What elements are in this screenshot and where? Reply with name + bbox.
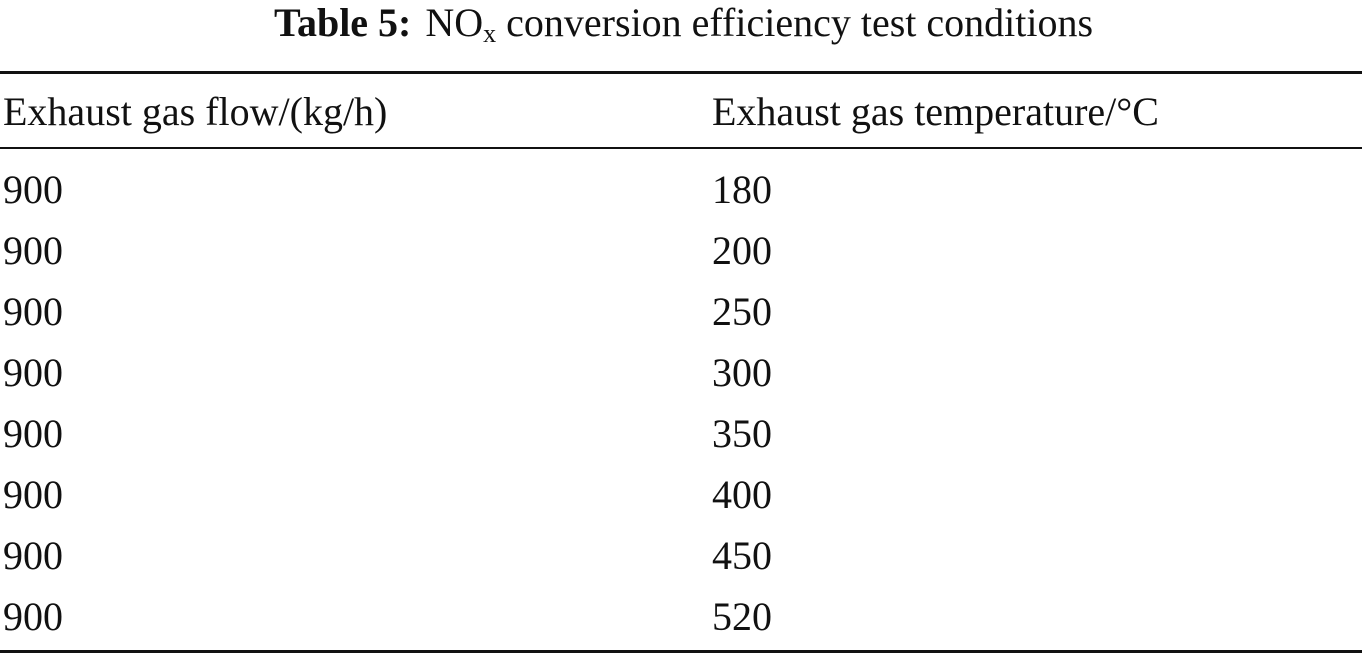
table-cell: 300 xyxy=(712,350,772,395)
column-header: Exhaust gas flow/(kg/h) xyxy=(3,89,388,134)
table-cell: 900 xyxy=(3,228,63,273)
column-header: Exhaust gas temperature/°C xyxy=(712,89,1159,134)
table-cell: 900 xyxy=(3,167,63,212)
table-cell: 400 xyxy=(712,472,772,517)
table-cell: 180 xyxy=(712,167,772,212)
caption-title-rest: conversion efficiency test conditions xyxy=(506,0,1094,45)
table-cell: 900 xyxy=(3,289,63,334)
table-cell: 350 xyxy=(712,411,772,456)
table-cell: 250 xyxy=(712,289,772,334)
table-cell: 900 xyxy=(3,411,63,456)
caption-title: NO xyxy=(425,0,484,45)
table-cell: 200 xyxy=(712,228,772,273)
table-cell: 900 xyxy=(3,472,63,517)
table-cell: 900 xyxy=(3,533,63,578)
table-cell: 900 xyxy=(3,350,63,395)
header-rule xyxy=(0,147,1362,149)
table-cell: 520 xyxy=(712,594,772,639)
table-caption: Table 5: NOx conversion efficiency test co… xyxy=(0,0,1367,48)
bottom-rule xyxy=(0,650,1362,653)
caption-label: Table 5: xyxy=(273,0,412,45)
top-rule xyxy=(0,71,1362,74)
table-cell: 450 xyxy=(712,533,772,578)
table-cell: 900 xyxy=(3,594,63,639)
caption-subscript: x xyxy=(483,19,497,48)
